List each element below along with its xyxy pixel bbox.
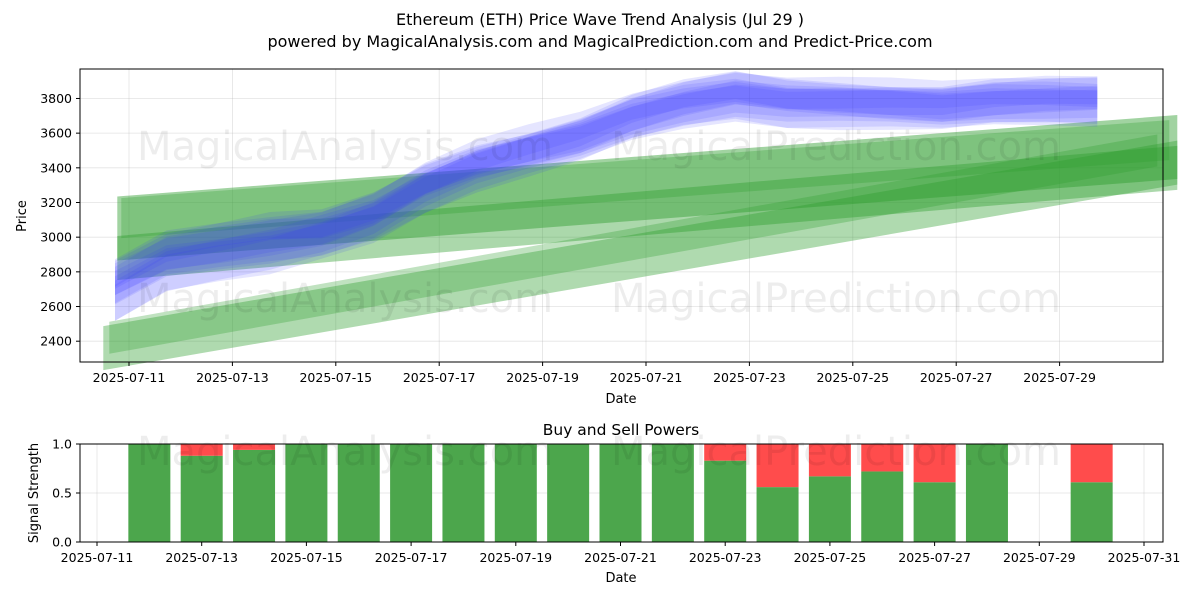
price-y-tick-label: 2600 bbox=[40, 299, 72, 314]
signal-x-tick-label: 2025-07-31 bbox=[1108, 550, 1181, 565]
blue-wave-ribbon bbox=[115, 85, 1098, 321]
price-y-tick-label: 2800 bbox=[40, 264, 72, 279]
blue-wave-ribbon bbox=[115, 80, 1098, 295]
buy-bar bbox=[1070, 482, 1113, 542]
price-plot-area bbox=[80, 69, 1163, 362]
buy-bar bbox=[285, 444, 328, 542]
price-x-tick-label: 2025-07-21 bbox=[610, 370, 683, 385]
price-x-tick-label: 2025-07-11 bbox=[93, 370, 166, 385]
green-band-long bbox=[103, 140, 1178, 371]
signal-x-tick-label: 2025-07-11 bbox=[61, 550, 134, 565]
sell-bar bbox=[704, 444, 747, 461]
buy-bar bbox=[861, 471, 904, 542]
sell-bar bbox=[913, 444, 956, 483]
sell-bar bbox=[1070, 444, 1113, 483]
price-x-tick-label: 2025-07-13 bbox=[196, 370, 269, 385]
watermark-bottom-right: MagicalPrediction.com bbox=[611, 429, 1061, 475]
sell-bar bbox=[233, 444, 276, 450]
signal-x-tick-label: 2025-07-15 bbox=[270, 550, 343, 565]
signal-chart-title: Buy and Sell Powers bbox=[543, 421, 700, 439]
watermark-mid-right: MagicalPrediction.com bbox=[611, 276, 1061, 322]
green-band-upper bbox=[121, 120, 1170, 239]
signal-x-label: Date bbox=[605, 571, 636, 586]
blue-wave-ribbon bbox=[115, 78, 1098, 321]
signal-y-label: Signal Strength bbox=[27, 443, 42, 543]
buy-bar bbox=[547, 444, 590, 542]
price-y-tick-label: 3200 bbox=[40, 195, 72, 210]
buy-bar bbox=[494, 444, 537, 542]
price-y-tick-label: 2400 bbox=[40, 334, 72, 349]
buy-bar bbox=[233, 449, 276, 542]
buy-bar bbox=[913, 482, 956, 542]
figure-subtitle: powered by MagicalAnalysis.com and Magic… bbox=[267, 32, 932, 51]
price-x-tick-label: 2025-07-23 bbox=[713, 370, 786, 385]
signal-x-tick-label: 2025-07-19 bbox=[479, 550, 552, 565]
price-x-ticks: 2025-07-11 2025-07-13 2025-07-15 2025-07-17… bbox=[93, 362, 1096, 385]
blue-wave-ribbon bbox=[115, 71, 1098, 296]
signal-y-ticks: 0.0 0.5 1.0 bbox=[52, 437, 80, 550]
signal-x-tick-label: 2025-07-13 bbox=[165, 550, 238, 565]
sell-bar bbox=[861, 444, 904, 472]
sell-bar bbox=[180, 444, 223, 456]
price-y-tick-label: 3000 bbox=[40, 230, 72, 245]
watermark-top-left: MagicalAnalysis.com bbox=[137, 124, 553, 170]
price-chart: MagicalAnalysis.com MagicalPrediction.co… bbox=[15, 68, 1178, 407]
blue-wave-ribbon bbox=[115, 71, 1098, 289]
figure-title: Ethereum (ETH) Price Wave Trend Analysis… bbox=[396, 10, 804, 29]
price-y-tick-label: 3600 bbox=[40, 126, 72, 141]
price-y-ticks: 2400 2600 2800 3000 3200 3400 3600 3800 bbox=[40, 91, 80, 349]
signal-x-tick-label: 2025-07-29 bbox=[1003, 550, 1076, 565]
signal-x-tick-label: 2025-07-25 bbox=[794, 550, 867, 565]
signal-y-tick-label: 0.0 bbox=[52, 535, 72, 550]
price-x-tick-label: 2025-07-15 bbox=[299, 370, 372, 385]
watermark-bottom-left: MagicalAnalysis.com bbox=[137, 429, 553, 475]
signal-x-ticks: 2025-07-11 2025-07-13 2025-07-15 2025-07-17… bbox=[61, 542, 1181, 565]
buy-bar bbox=[965, 444, 1008, 542]
price-x-tick-label: 2025-07-19 bbox=[506, 370, 579, 385]
buy-bar bbox=[756, 487, 799, 542]
buy-bar bbox=[704, 460, 747, 542]
price-x-tick-label: 2025-07-25 bbox=[816, 370, 889, 385]
price-x-label: Date bbox=[605, 392, 636, 407]
buy-bar bbox=[442, 444, 485, 542]
green-trend-bands bbox=[103, 115, 1178, 371]
signal-x-tick-label: 2025-07-23 bbox=[689, 550, 762, 565]
signal-y-tick-label: 0.5 bbox=[52, 486, 72, 501]
price-x-tick-label: 2025-07-29 bbox=[1023, 370, 1096, 385]
watermark-mid-left: MagicalAnalysis.com bbox=[137, 276, 553, 322]
buy-bar bbox=[808, 476, 851, 542]
blue-wave-ribbon bbox=[115, 84, 1098, 305]
price-plot-frame bbox=[79, 68, 1164, 363]
buy-bar bbox=[599, 444, 642, 542]
green-band-lower bbox=[117, 145, 1178, 280]
buy-bar bbox=[337, 444, 380, 542]
signal-x-tick-label: 2025-07-21 bbox=[584, 550, 657, 565]
blue-wave-ribbon bbox=[115, 72, 1098, 304]
buy-bar bbox=[128, 444, 171, 542]
price-x-tick-label: 2025-07-27 bbox=[920, 370, 993, 385]
buy-bar bbox=[390, 444, 433, 542]
signal-bars bbox=[128, 444, 1113, 542]
buy-bar bbox=[651, 444, 694, 542]
price-grid bbox=[80, 69, 1163, 362]
signal-x-tick-label: 2025-07-17 bbox=[375, 550, 448, 565]
sell-bar bbox=[808, 444, 851, 477]
signal-x-tick-label: 2025-07-27 bbox=[898, 550, 971, 565]
buy-bar bbox=[180, 455, 223, 542]
price-y-tick-label: 3400 bbox=[40, 160, 72, 175]
blue-wave-ribbon bbox=[115, 81, 1098, 287]
price-y-tick-label: 3800 bbox=[40, 91, 72, 106]
price-y-label: Price bbox=[15, 200, 30, 232]
green-band-long bbox=[109, 134, 1158, 354]
blue-price-waves bbox=[115, 71, 1098, 321]
sell-bar bbox=[756, 444, 799, 488]
signal-y-tick-label: 1.0 bbox=[52, 437, 72, 452]
price-x-tick-label: 2025-07-17 bbox=[403, 370, 476, 385]
signal-chart: Buy and Sell Powers MagicalAnalysis.com … bbox=[27, 421, 1180, 586]
watermark-top-right: MagicalPrediction.com bbox=[611, 124, 1061, 170]
green-band-upper bbox=[117, 115, 1178, 261]
